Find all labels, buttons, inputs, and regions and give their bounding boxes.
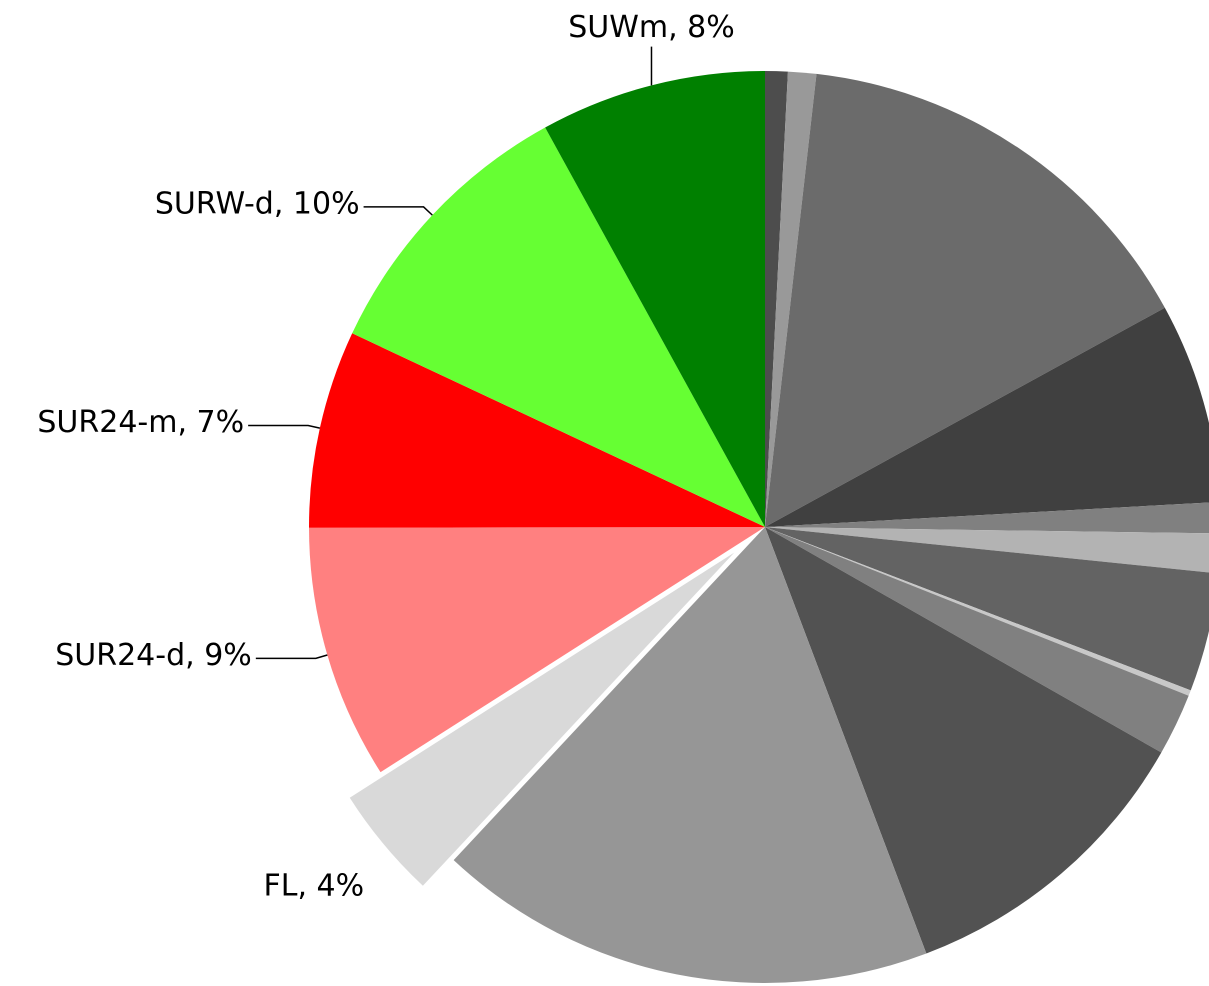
pie-slice bbox=[765, 527, 1209, 573]
pie-slice bbox=[765, 527, 1209, 691]
pie-slice bbox=[765, 73, 1165, 528]
data-label: SUR24-d, 9% bbox=[55, 638, 252, 673]
data-label: SURW-d, 10% bbox=[155, 186, 360, 221]
pie-slice bbox=[765, 71, 817, 528]
data-label: SUWm, 8% bbox=[568, 10, 735, 45]
leader-line bbox=[248, 424, 321, 429]
pie-slice bbox=[352, 127, 765, 527]
pie-slice bbox=[308, 333, 765, 528]
pie-slice bbox=[765, 307, 1209, 527]
pie-slice bbox=[765, 502, 1209, 534]
pie-slice bbox=[453, 527, 927, 984]
pie-slice bbox=[765, 527, 1162, 954]
pie-slice bbox=[765, 527, 1191, 696]
pie-slice bbox=[309, 527, 765, 773]
pie-slice bbox=[765, 527, 1189, 753]
pie-slice bbox=[545, 71, 765, 527]
data-label: FL, 4% bbox=[264, 868, 365, 903]
leader-line bbox=[255, 654, 328, 660]
data-label: SUR24-m, 7% bbox=[37, 405, 244, 440]
pie-slice bbox=[349, 552, 735, 886]
pie-slice bbox=[765, 71, 788, 527]
leader-line bbox=[363, 206, 433, 216]
